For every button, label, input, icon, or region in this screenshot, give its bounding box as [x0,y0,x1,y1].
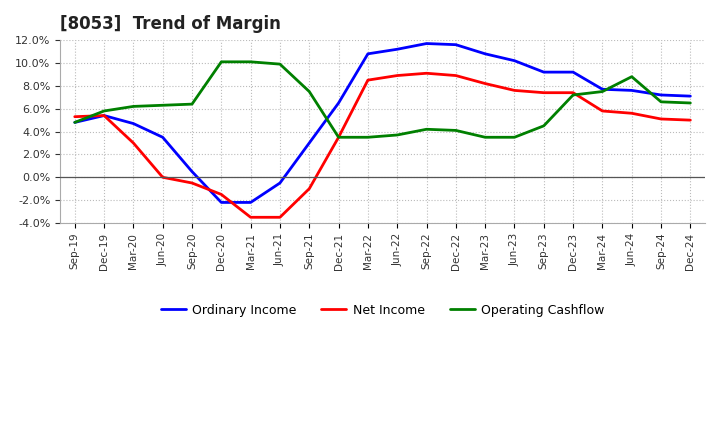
Operating Cashflow [305,89,314,94]
Net Income [276,215,284,220]
Ordinary Income [364,51,372,56]
Ordinary Income [129,121,138,126]
Ordinary Income [451,42,460,48]
Ordinary Income [422,41,431,46]
Net Income [598,108,607,114]
Operating Cashflow [598,89,607,94]
Operating Cashflow [481,135,490,140]
Net Income [217,192,225,197]
Line: Operating Cashflow: Operating Cashflow [75,62,690,137]
Operating Cashflow [627,74,636,79]
Net Income [188,180,197,186]
Ordinary Income [657,92,665,98]
Ordinary Income [334,100,343,106]
Operating Cashflow [451,128,460,133]
Net Income [246,215,255,220]
Operating Cashflow [217,59,225,65]
Operating Cashflow [100,108,109,114]
Operating Cashflow [393,132,402,138]
Net Income [71,114,79,119]
Operating Cashflow [276,62,284,67]
Operating Cashflow [129,104,138,109]
Line: Net Income: Net Income [75,73,690,217]
Ordinary Income [510,58,519,63]
Operating Cashflow [657,99,665,104]
Ordinary Income [71,120,79,125]
Operating Cashflow [686,100,695,106]
Ordinary Income [569,70,577,75]
Operating Cashflow [71,120,79,125]
Operating Cashflow [364,135,372,140]
Operating Cashflow [334,135,343,140]
Net Income [481,81,490,86]
Legend: Ordinary Income, Net Income, Operating Cashflow: Ordinary Income, Net Income, Operating C… [156,299,609,322]
Net Income [510,88,519,93]
Ordinary Income [686,93,695,99]
Net Income [158,175,167,180]
Operating Cashflow [158,103,167,108]
Net Income [364,77,372,83]
Line: Ordinary Income: Ordinary Income [75,44,690,202]
Ordinary Income [217,200,225,205]
Text: [8053]  Trend of Margin: [8053] Trend of Margin [60,15,281,33]
Operating Cashflow [188,102,197,107]
Ordinary Income [100,113,109,118]
Operating Cashflow [422,127,431,132]
Net Income [129,140,138,146]
Net Income [657,116,665,121]
Operating Cashflow [510,135,519,140]
Net Income [334,135,343,140]
Ordinary Income [246,200,255,205]
Net Income [569,90,577,95]
Net Income [686,117,695,123]
Net Income [539,90,548,95]
Operating Cashflow [539,123,548,128]
Operating Cashflow [246,59,255,65]
Operating Cashflow [569,92,577,98]
Net Income [451,73,460,78]
Ordinary Income [539,70,548,75]
Net Income [393,73,402,78]
Net Income [422,71,431,76]
Net Income [100,113,109,118]
Ordinary Income [188,169,197,174]
Ordinary Income [598,87,607,92]
Net Income [627,110,636,116]
Ordinary Income [393,47,402,52]
Ordinary Income [158,135,167,140]
Net Income [305,186,314,191]
Ordinary Income [627,88,636,93]
Ordinary Income [481,51,490,56]
Ordinary Income [276,180,284,186]
Ordinary Income [305,140,314,146]
